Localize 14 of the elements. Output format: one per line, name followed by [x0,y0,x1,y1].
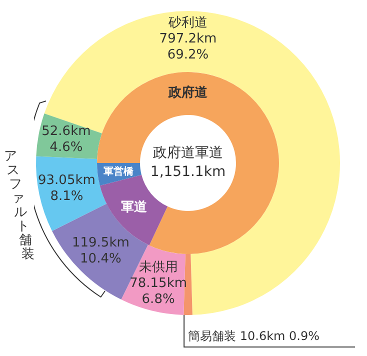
slice-label: 未供用 [138,260,178,275]
data-label: 93.05km 8.1% [38,173,96,204]
text: 政府道軍道 [153,145,223,162]
data-label: 119.5km 10.4% [72,235,130,266]
slice-label: 軍営橋 [104,165,135,178]
data-label: 78.15km 6.8% [130,276,188,307]
slice-label: 政府道 [168,84,208,100]
data-label: 797.2km 69.2% [159,31,217,62]
slice-label: 簡易舗装 10.6km 0.9% [188,329,320,344]
text: 1,151.1km [150,164,226,180]
text: アスファルト舗装 [4,149,34,262]
data-label: 52.6km 4.6% [42,124,91,156]
slice-label: 軍道 [121,200,148,215]
slice-label: 砂利道 [168,15,208,30]
